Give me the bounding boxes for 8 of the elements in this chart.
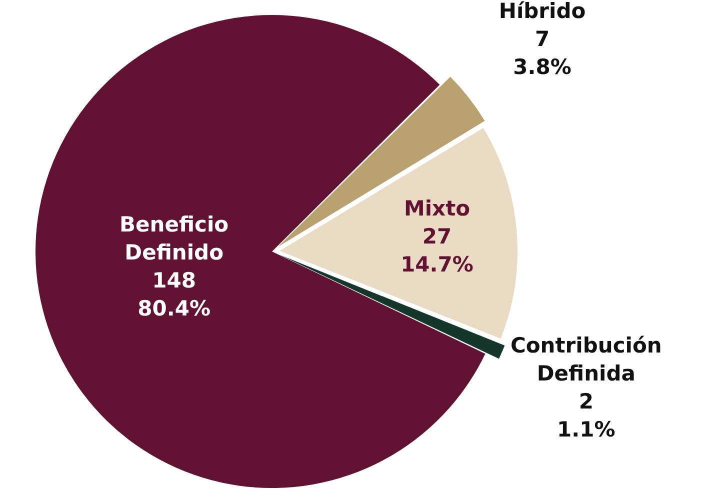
data-label: 27 14.7%	[400, 224, 474, 276]
slice-label: Contribución Definida	[510, 333, 662, 386]
data-label: 7 3.8%	[513, 26, 572, 79]
data-label: 2 1.1%	[557, 389, 616, 442]
data-label: 148 80.4%	[138, 268, 210, 321]
slice-label: Beneficio Definido	[120, 212, 229, 265]
slice-label: Mixto	[404, 196, 470, 220]
slice-label: Híbrido	[498, 0, 586, 23]
